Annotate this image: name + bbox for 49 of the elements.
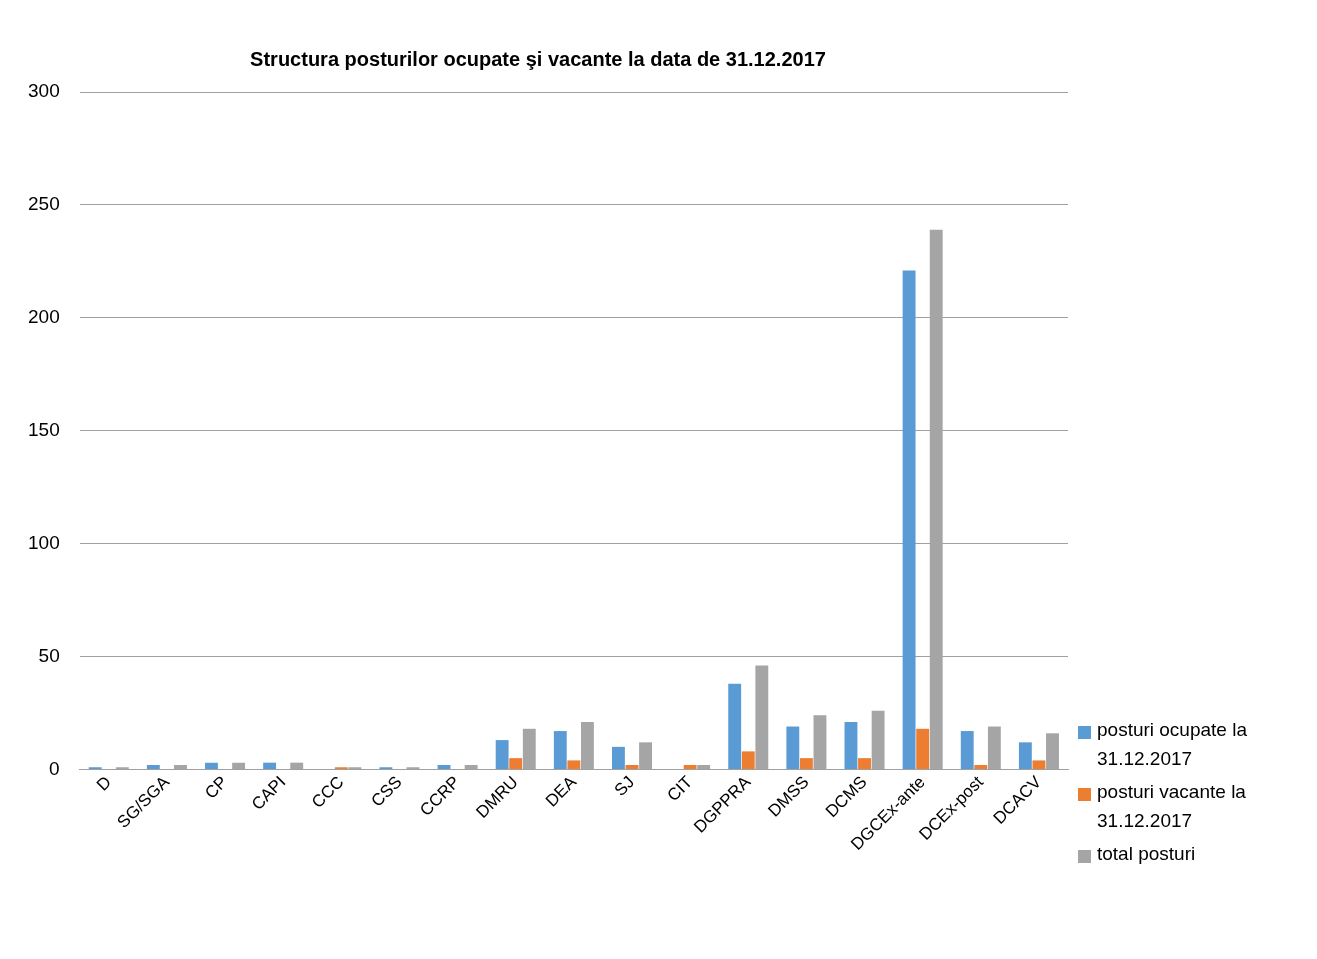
chart-title: Structura posturilor ocupate şi vacante la data de 31.12.2017 — [250, 47, 826, 70]
bar — [683, 764, 697, 769]
bar — [146, 764, 160, 769]
bar — [522, 728, 536, 769]
x-tick-label: D — [92, 772, 115, 795]
y-tick-label: 0 — [49, 757, 60, 779]
bar — [625, 764, 639, 769]
bar — [697, 764, 711, 769]
bar — [567, 760, 581, 769]
bar — [755, 665, 769, 769]
bar — [611, 746, 625, 769]
bar — [580, 722, 594, 769]
bar — [786, 726, 800, 769]
bar — [844, 722, 858, 769]
bar — [728, 683, 742, 769]
bar — [290, 762, 304, 769]
bar — [871, 710, 885, 769]
y-tick-label: 250 — [28, 193, 60, 215]
y-tick-label: 50 — [38, 644, 60, 666]
y-tick-label: 150 — [28, 418, 60, 440]
bar — [987, 726, 1001, 769]
bar — [1046, 733, 1059, 769]
bar — [813, 715, 827, 769]
y-tick-label: 300 — [28, 80, 60, 102]
bar — [639, 742, 652, 769]
bar — [464, 764, 478, 769]
bar — [1032, 760, 1046, 769]
bar — [263, 762, 277, 769]
x-tick-label: SJ — [610, 772, 639, 800]
bar — [232, 762, 246, 769]
bar — [509, 758, 523, 769]
bar — [495, 740, 509, 769]
y-tick-label: 200 — [28, 306, 60, 328]
bar — [437, 764, 451, 769]
bar — [799, 758, 813, 769]
bar — [553, 731, 567, 769]
x-tick-label: CP — [201, 772, 232, 803]
bar — [741, 751, 755, 769]
bar — [205, 762, 218, 769]
bar — [960, 731, 974, 769]
legend-label: total posturi — [1097, 842, 1196, 866]
bar — [174, 764, 187, 769]
y-tick-label: 100 — [28, 531, 60, 553]
bar — [902, 270, 916, 769]
x-tick-label: CIT — [663, 772, 697, 806]
bar — [858, 758, 871, 769]
bar — [1018, 742, 1032, 769]
bar — [916, 728, 930, 769]
bar — [974, 764, 988, 769]
